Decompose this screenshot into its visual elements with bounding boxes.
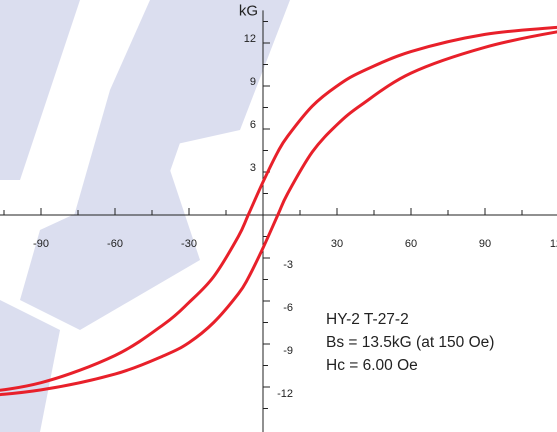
annotation-block: HY-2 T-27-2 Bs = 13.5kG (at 150 Oe) Hc =… [326, 311, 494, 374]
y-tick-label: 9 [250, 76, 256, 88]
ascending-branch-line [0, 25, 557, 392]
axes: -150-120-90-60-30306090120150 -12-9-6-33… [0, 10, 557, 432]
y-unit-label: kG [239, 2, 258, 19]
y-tick-label: -12 [277, 388, 293, 400]
x-ticks: -150-120-90-60-30306090120150 [3, 208, 557, 250]
y-tick-label: -9 [283, 345, 293, 357]
y-tick-label: -3 [283, 259, 293, 271]
x-tick-label: 90 [479, 238, 491, 250]
watermark [0, 0, 290, 432]
annotation-sample-id: HY-2 T-27-2 [326, 311, 409, 328]
y-tick-label: 6 [250, 119, 256, 131]
y-tick-label: 3 [250, 162, 256, 174]
x-tick-label: 120 [550, 238, 557, 250]
x-tick-label: 60 [405, 238, 417, 250]
descending-branch-line [0, 30, 557, 397]
y-tick-label: 12 [244, 33, 256, 45]
annotation-coercivity: Hc = 6.00 Oe [326, 357, 418, 374]
x-tick-label: -90 [33, 238, 49, 250]
x-tick-label: -60 [107, 238, 123, 250]
y-tick-label: -6 [283, 302, 293, 314]
x-tick-label: 30 [331, 238, 343, 250]
x-tick-label: -30 [181, 238, 197, 250]
y-ticks: -12 -9 -6 -3 3 6 9 12 [244, 21, 293, 409]
annotation-saturation: Bs = 13.5kG (at 150 Oe) [326, 334, 494, 351]
series-layer [0, 25, 557, 397]
